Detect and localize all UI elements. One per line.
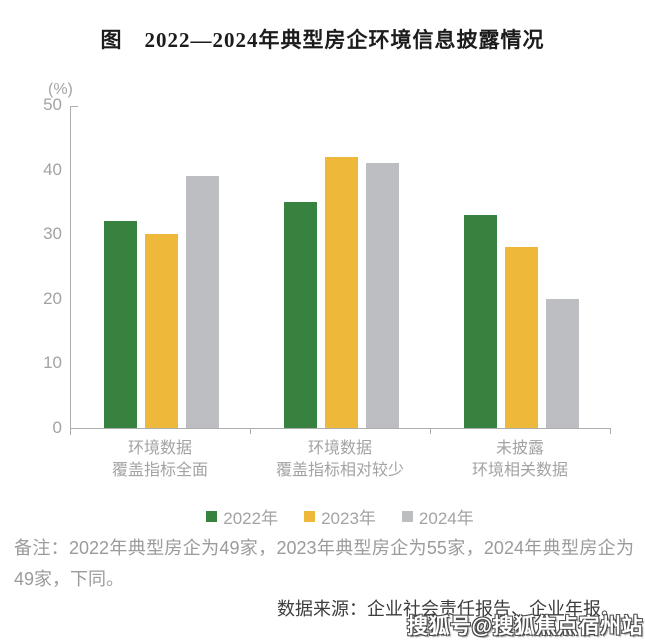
legend-swatch-icon [401, 511, 413, 522]
y-axis-tick-label: 0 [52, 418, 62, 437]
chart-title: 图 2022—2024年典型房企环境信息披露情况 [100, 28, 545, 52]
bar-2023年-category-1 [144, 234, 178, 428]
watermark-text: 搜狐号@搜狐焦点宿州站 [407, 615, 643, 638]
legend-label: 2022年 [223, 509, 279, 528]
bar-2024年-category-1 [185, 176, 219, 428]
legend-item-2024年: 2024年 [401, 504, 474, 529]
legend-swatch-icon [304, 511, 316, 522]
legend: 2022年 2023年 2024年 [70, 504, 610, 529]
x-axis-category-label: 环境数据 覆盖指标全面 [111, 440, 208, 479]
y-axis-tick-label: 10 [43, 353, 62, 373]
bar-2024年-category-2 [365, 163, 399, 428]
y-axis-cap-tick [71, 106, 78, 107]
legend-label: 2024年 [418, 509, 474, 528]
y-axis-tick-label: 30 [43, 224, 62, 244]
legend-item-2022年: 2022年 [206, 504, 278, 529]
x-axis-labels: 环境数据 覆盖指标全面 环境数据 覆盖指标相对较少 未披露 环境相关数据 [70, 438, 610, 482]
bar-2023年-category-2 [324, 156, 358, 428]
footnote-remark: 备注：2022年典型房企为49家，2023年典型房企为55家，2024年典型房企… [14, 538, 634, 589]
y-axis-tick-label: 20 [43, 288, 62, 308]
x-axis-category-label: 未披露 环境相关数据 [471, 440, 568, 479]
y-axis-tick-label: 40 [43, 159, 62, 179]
x-axis-origin-tick [70, 428, 71, 435]
plot-area: 0 10 20 30 40 50 [43, 96, 611, 437]
y-axis-tick-label: 50 [43, 95, 62, 114]
x-axis-tick [430, 428, 431, 434]
y-axis-unit-label: (%) [48, 81, 73, 98]
x-axis-tick [610, 428, 611, 434]
legend-swatch-icon [206, 511, 218, 522]
bar-2022年-category-1 [103, 221, 137, 428]
bar-2022年-category-3 [463, 214, 497, 428]
bar-2024年-category-3 [545, 298, 579, 428]
x-axis-category-label: 环境数据 覆盖指标相对较少 [275, 440, 404, 479]
legend-item-2023年: 2023年 [304, 504, 376, 529]
legend-label: 2023年 [321, 509, 376, 528]
data-source-text: 数据来源：企业社会责任报告、企业年报。 [277, 599, 619, 619]
bar-2022年-category-2 [283, 201, 317, 428]
x-axis-tick [250, 428, 251, 434]
bar-2023年-category-3 [504, 247, 538, 428]
